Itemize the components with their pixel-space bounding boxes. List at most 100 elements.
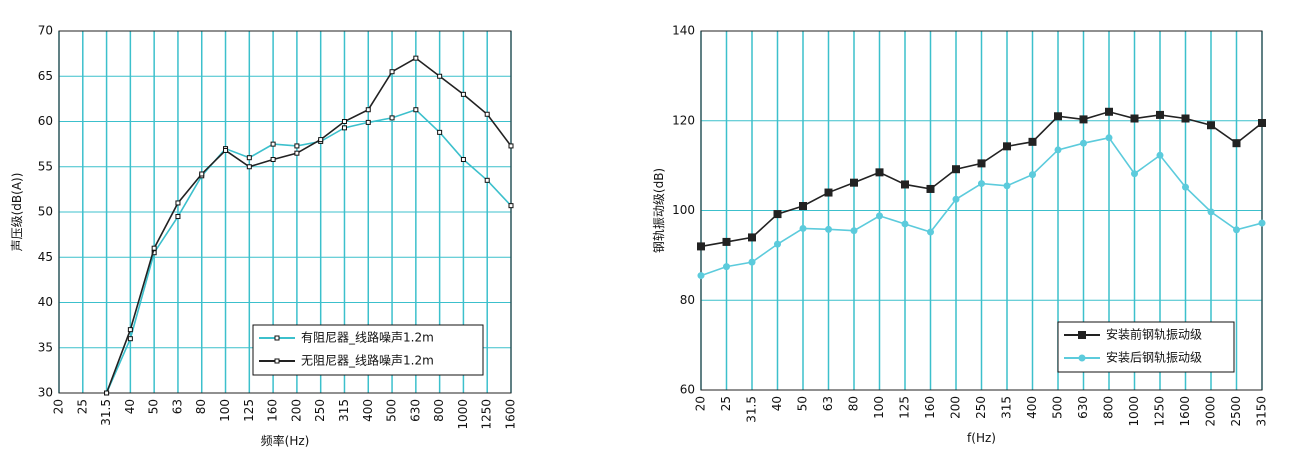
marker [1105, 134, 1113, 142]
marker [901, 220, 909, 228]
y-tick-label: 50 [38, 205, 53, 219]
x-tick-label: 315 [337, 399, 351, 422]
y-axis-label: 声压级(dB(A)) [10, 173, 24, 252]
marker [318, 137, 324, 143]
marker [1028, 137, 1037, 146]
y-tick-label: 100 [672, 203, 695, 217]
x-tick-label: 200 [289, 399, 303, 422]
marker [722, 237, 731, 246]
marker [1029, 171, 1036, 179]
marker [773, 210, 782, 219]
x-tick-label: 31.5 [745, 396, 759, 423]
legend-box [252, 324, 484, 376]
x-tick-label: 63 [821, 396, 835, 411]
marker [1232, 139, 1241, 148]
y-tick-label: 60 [38, 114, 53, 128]
marker [723, 263, 730, 271]
marker [1078, 354, 1086, 362]
marker [1207, 208, 1215, 216]
marker [341, 125, 347, 131]
y-tick-label: 45 [38, 250, 53, 264]
marker [876, 212, 883, 220]
marker [977, 159, 986, 168]
marker [799, 224, 807, 232]
marker [824, 188, 833, 197]
y-tick-label: 120 [672, 113, 695, 127]
x-tick-label: 80 [847, 396, 861, 411]
x-tick-label: 100 [218, 399, 232, 422]
y-tick-label: 55 [38, 159, 53, 173]
marker [799, 202, 807, 211]
y-axis-label: 钢轨振动级(dB) [652, 168, 666, 253]
marker [484, 111, 490, 117]
plot-frame [58, 30, 512, 394]
marker [294, 150, 300, 156]
marker [460, 91, 466, 97]
marker [1156, 151, 1164, 159]
marker [748, 233, 756, 242]
marker [437, 73, 443, 79]
x-tick-label: 40 [770, 396, 784, 411]
x-tick-label: 1250 [480, 399, 494, 430]
x-tick-label: 100 [872, 396, 886, 419]
marker [151, 245, 157, 251]
marker [875, 168, 884, 177]
marker [460, 157, 466, 163]
x-tick-label: 50 [147, 399, 161, 414]
x-tick-label: 1600 [1178, 396, 1192, 427]
marker [246, 155, 252, 161]
x-tick-label: 630 [1076, 396, 1090, 419]
x-tick-label: 50 [796, 396, 810, 411]
x-tick-label: 1600 [504, 399, 518, 430]
plot-frame [700, 30, 1263, 391]
x-axis-label: f(Hz) [967, 431, 996, 445]
x-tick-label: 125 [242, 399, 256, 422]
x-tick-label: 500 [1051, 396, 1065, 419]
x-tick-label: 160 [923, 396, 937, 419]
marker [901, 180, 909, 189]
marker [508, 143, 514, 149]
marker [697, 272, 705, 280]
legend-box [1057, 321, 1235, 373]
marker [1130, 114, 1139, 123]
marker [1181, 114, 1190, 123]
marker [274, 358, 280, 364]
marker [484, 177, 490, 183]
x-tick-label: 315 [1000, 396, 1014, 419]
marker [1079, 115, 1088, 124]
y-tick-label: 140 [672, 24, 695, 38]
marker [1105, 107, 1113, 116]
marker [127, 336, 133, 342]
legend-label: 安装前钢轨振动级 [1106, 327, 1202, 342]
y-tick-label: 30 [38, 386, 53, 400]
x-tick-label: 25 [719, 396, 733, 411]
marker [437, 129, 443, 135]
x-tick-label: 63 [170, 399, 184, 414]
marker [1207, 121, 1215, 130]
marker [274, 335, 280, 341]
x-tick-label: 80 [194, 399, 208, 414]
y-tick-label: 40 [38, 295, 53, 309]
marker [825, 225, 832, 233]
y-tick-label: 80 [680, 293, 695, 307]
marker [365, 107, 371, 113]
x-tick-label: 800 [432, 399, 446, 422]
x-tick-label: 200 [949, 396, 963, 419]
marker [199, 171, 205, 177]
marker [1078, 331, 1086, 339]
marker [978, 180, 985, 188]
x-tick-label: 40 [123, 399, 137, 414]
x-tick-label: 31.5 [99, 399, 113, 426]
marker [341, 119, 347, 124]
x-tick-label: 500 [385, 399, 399, 422]
x-tick-label: 400 [1025, 396, 1039, 419]
x-tick-label: 1000 [456, 399, 470, 430]
x-tick-label: 160 [266, 399, 280, 422]
legend-label: 安装后钢轨振动级 [1106, 350, 1202, 365]
marker [508, 203, 514, 209]
x-tick-label: 3150 [1255, 396, 1269, 427]
x-tick-label: 1250 [1153, 396, 1167, 427]
marker [1233, 226, 1240, 234]
x-tick-label: 25 [75, 399, 89, 414]
